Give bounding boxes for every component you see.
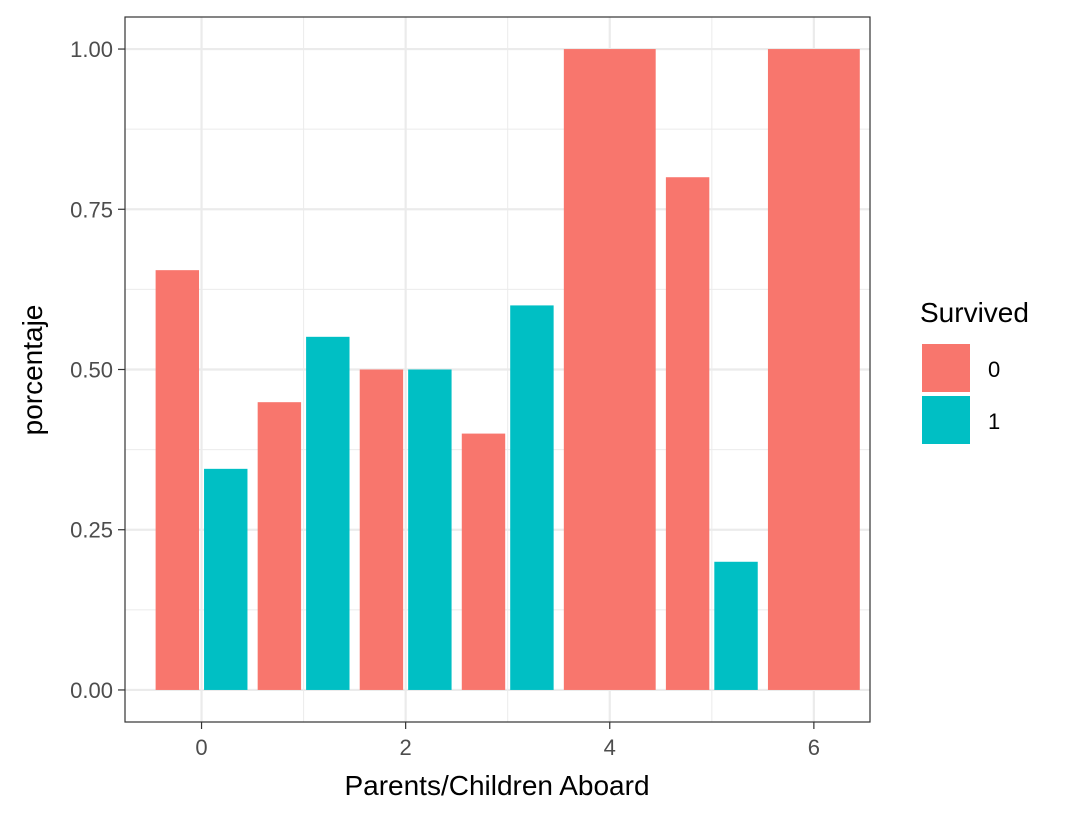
x-tick-label: 0 xyxy=(195,735,207,760)
legend-title: Survived xyxy=(920,297,1029,328)
legend-label-0: 0 xyxy=(988,357,1000,382)
y-tick-label: 0.00 xyxy=(70,678,113,703)
legend-key-0-swatch xyxy=(922,344,970,392)
bar-x1-survived-1 xyxy=(306,336,350,690)
x-axis-title: Parents/Children Aboard xyxy=(344,770,649,801)
bar-x5-survived-0 xyxy=(665,177,710,690)
bar-x3-survived-1 xyxy=(510,305,554,690)
y-axis: 0.00 0.25 0.50 0.75 1.00 xyxy=(70,37,125,703)
bar-x6-survived-0 xyxy=(767,49,860,690)
bar-x4-survived-0 xyxy=(563,49,656,690)
x-tick-label: 4 xyxy=(604,735,616,760)
legend-key-1-swatch xyxy=(922,396,970,444)
y-tick-label: 0.50 xyxy=(70,358,113,383)
bar-x0-survived-0 xyxy=(155,270,200,690)
x-tick-label: 2 xyxy=(400,735,412,760)
bar-x0-survived-1 xyxy=(204,468,248,690)
legend-label-1: 1 xyxy=(988,409,1000,434)
y-axis-title: porcentaje xyxy=(17,305,48,436)
bar-x2-survived-1 xyxy=(408,369,452,690)
bar-x5-survived-1 xyxy=(714,561,758,690)
x-tick-label: 6 xyxy=(808,735,820,760)
bar-x1-survived-0 xyxy=(257,402,302,690)
x-axis: 0 2 4 6 xyxy=(195,722,820,760)
bar-x2-survived-0 xyxy=(359,369,404,690)
bar-x3-survived-0 xyxy=(461,433,506,690)
y-tick-label: 0.25 xyxy=(70,518,113,543)
bars xyxy=(155,49,860,690)
y-tick-label: 1.00 xyxy=(70,37,113,62)
y-tick-label: 0.75 xyxy=(70,197,113,222)
legend: Survived 0 1 xyxy=(920,297,1029,444)
